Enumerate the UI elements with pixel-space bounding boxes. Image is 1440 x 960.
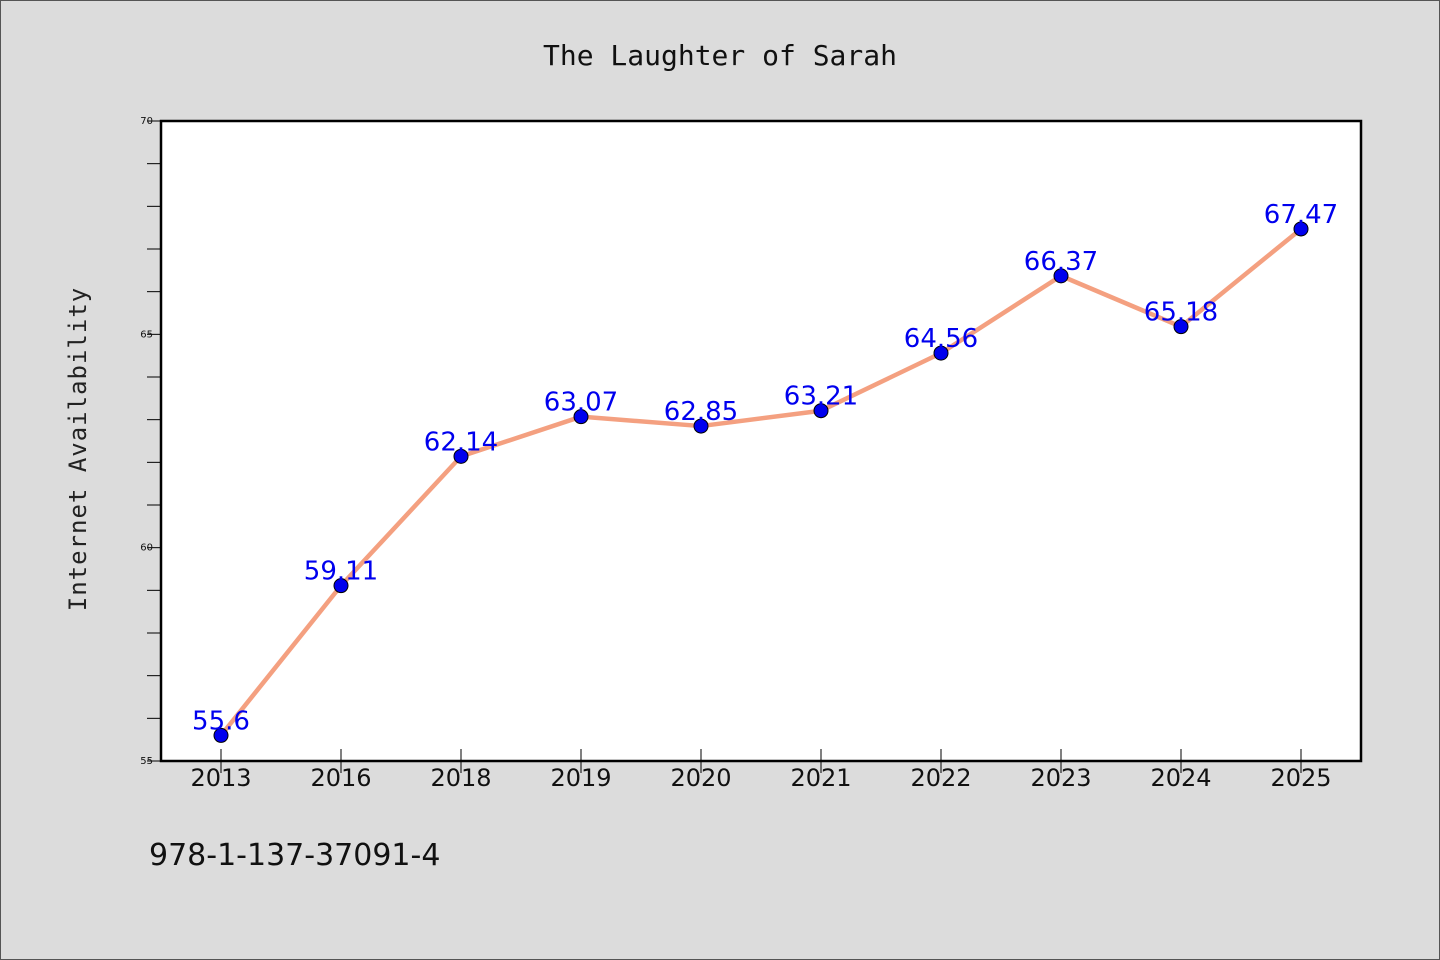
data-point bbox=[453, 448, 469, 464]
x-tick-label: 2019 bbox=[550, 764, 611, 792]
data-point bbox=[573, 409, 589, 425]
data-label: 62.14 bbox=[424, 427, 498, 457]
isbn-text: 978-1-137-37091-4 bbox=[149, 838, 440, 873]
data-point bbox=[1293, 221, 1309, 237]
data-label: 63.07 bbox=[544, 388, 618, 418]
data-point bbox=[813, 403, 829, 419]
data-label: 65.18 bbox=[1144, 298, 1218, 328]
data-label: 63.21 bbox=[784, 382, 858, 412]
chart-title: The Laughter of Sarah bbox=[543, 39, 897, 72]
data-label: 55.6 bbox=[192, 706, 250, 736]
x-tick-label: 2016 bbox=[310, 764, 371, 792]
data-label: 59.11 bbox=[304, 557, 378, 587]
x-tick-label: 2024 bbox=[1150, 764, 1211, 792]
y-axis: 55 60 65 70 bbox=[140, 116, 161, 767]
x-tick-label: 2021 bbox=[790, 764, 851, 792]
data-point bbox=[213, 727, 229, 743]
data-label: 64.56 bbox=[904, 324, 978, 354]
data-label: 67.47 bbox=[1264, 200, 1338, 230]
data-labels: 55.6 59.11 62.14 63.07 62.85 63.21 64.56 66.37 6… bbox=[192, 200, 1338, 736]
plot-area bbox=[159, 119, 1363, 763]
data-point bbox=[1173, 319, 1189, 335]
data-point bbox=[333, 578, 349, 594]
y-tick-label: 55 bbox=[140, 756, 153, 767]
data-point bbox=[1053, 268, 1069, 284]
x-tick-label: 2022 bbox=[910, 764, 971, 792]
x-tick-label: 2018 bbox=[430, 764, 491, 792]
x-tick-label: 2020 bbox=[670, 764, 731, 792]
series-line bbox=[218, 226, 1304, 738]
y-tick-label: 65 bbox=[140, 329, 153, 340]
y-tick-label: 60 bbox=[140, 543, 153, 554]
data-label: 62.85 bbox=[664, 397, 738, 427]
data-point bbox=[933, 345, 949, 361]
series-layer bbox=[213, 221, 1309, 743]
x-axis: 2013 2016 2018 2019 2020 2021 2022 2023 2024 2025 bbox=[190, 749, 1332, 792]
data-label: 66.37 bbox=[1024, 247, 1098, 277]
x-tick-label: 2023 bbox=[1030, 764, 1091, 792]
y-tick-label: 70 bbox=[140, 116, 153, 127]
x-tick-label: 2013 bbox=[190, 764, 251, 792]
y-axis-label: Internet Availability bbox=[64, 287, 92, 611]
x-tick-label: 2025 bbox=[1270, 764, 1331, 792]
data-point bbox=[693, 418, 709, 434]
